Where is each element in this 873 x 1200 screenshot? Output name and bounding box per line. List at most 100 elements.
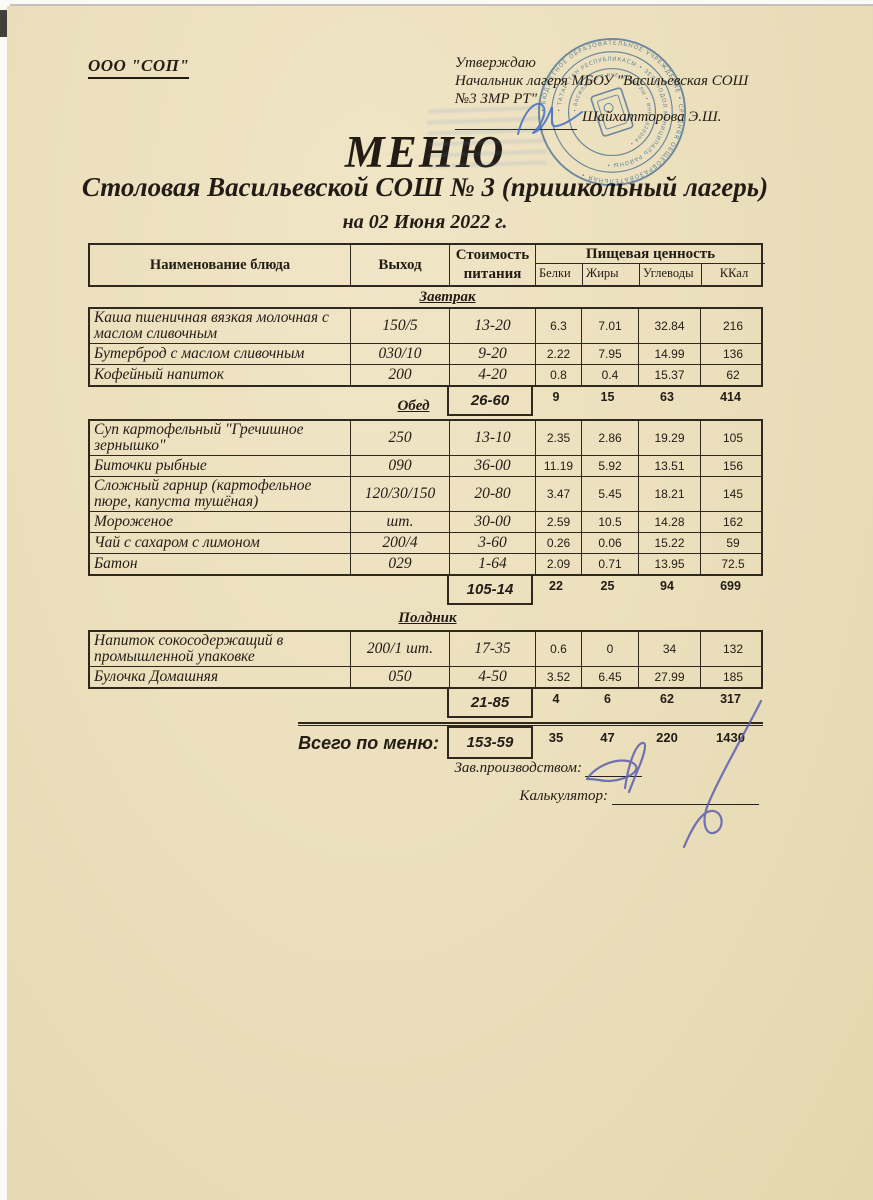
dish-name-cell: Биточки рыбные <box>94 457 207 474</box>
grand-total-kcal: 1430 <box>716 730 745 745</box>
carbs-cell: 14.99 <box>638 344 700 364</box>
dish-name-cell: Булочка Домашняя <box>94 668 219 685</box>
document-title: МЕНЮ <box>344 127 506 177</box>
carbs-cell: 18.21 <box>638 477 700 511</box>
table-row: Сложный гарнир (картофельное пюре, капус… <box>90 476 761 511</box>
kcal-cell: 145 <box>700 477 765 511</box>
director-name: Шайхатторова Э.Ш. <box>582 109 722 125</box>
protein-cell: 3.47 <box>535 477 581 511</box>
subtotal-cost: 105-14 <box>447 576 533 605</box>
protein-cell: 3.52 <box>535 667 581 687</box>
header-protein: Белки <box>539 266 571 280</box>
price-cell: 30-00 <box>449 512 535 532</box>
header-portion: Выход <box>350 245 449 285</box>
section-heading: Полдник <box>398 610 457 626</box>
dish-name-cell: Чай с сахаром с лимоном <box>94 534 260 551</box>
section-subtotal-row: 26-60 9 15 63 414 <box>88 387 763 416</box>
carbs-cell: 13.95 <box>638 554 700 574</box>
table-row: Бутерброд с маслом сливочным 030/10 9-20 2.… <box>90 343 761 364</box>
protein-cell: 2.09 <box>535 554 581 574</box>
manager-pen-signature <box>585 759 638 782</box>
subtotal-carbs: 62 <box>660 692 674 706</box>
scan-corner-mark <box>0 10 7 37</box>
subtotal-fat: 25 <box>600 579 615 593</box>
subtotal-spacer <box>88 689 348 718</box>
table-row: Кофейный напиток 200 4-20 0.8 0.4 15.37 62 <box>90 364 761 385</box>
fat-cell: 7.01 <box>581 309 638 343</box>
portion-cell: 120/30/150 <box>350 477 449 511</box>
approval-line-3: №3 ЗМР РТ" <box>455 91 538 107</box>
protein-cell: 2.22 <box>535 344 581 364</box>
portion-cell: 029 <box>350 554 449 574</box>
subtotal-protein: 22 <box>549 579 563 593</box>
subtotal-kcal: 317 <box>720 692 741 706</box>
grand-total-protein: 35 <box>548 730 564 745</box>
subtotal-spacer <box>88 576 348 605</box>
kcal-cell: 136 <box>700 344 765 364</box>
portion-cell: шт. <box>350 512 449 532</box>
grand-total-fat: 47 <box>600 730 615 745</box>
section-heading: Обед <box>397 398 430 414</box>
subtotal-cost: 21-85 <box>447 689 533 718</box>
kcal-cell: 185 <box>700 667 765 687</box>
fat-cell: 0.06 <box>581 533 638 553</box>
section-table: Напиток сокосодержащий в промышленной уп… <box>88 630 763 689</box>
kcal-cell: 59 <box>700 533 765 553</box>
production-manager-signature-line <box>585 776 642 777</box>
subtotal-spacer <box>348 576 447 605</box>
header-kcal: ККал <box>701 264 766 285</box>
subtotal-protein: 4 <box>552 692 560 706</box>
kcal-cell: 216 <box>700 309 765 343</box>
price-cell: 1-64 <box>449 554 535 574</box>
footer-pen-signatures <box>585 699 763 849</box>
approval-line-1: Утверждаю <box>455 55 536 71</box>
fat-cell: 6.45 <box>581 667 638 687</box>
kcal-cell: 62 <box>700 365 765 385</box>
paper-background <box>7 6 873 1200</box>
fat-cell: 5.92 <box>581 456 638 476</box>
grand-total-carbs: 220 <box>656 730 678 745</box>
kcal-cell: 162 <box>700 512 765 532</box>
protein-cell: 11.19 <box>535 456 581 476</box>
document-date: на 02 Июня 2022 г. <box>342 211 508 233</box>
table-row: Мороженое шт. 30-00 2.59 10.5 14.28 162 <box>90 511 761 532</box>
kcal-cell: 156 <box>700 456 765 476</box>
carbs-cell: 15.37 <box>638 365 700 385</box>
price-cell: 13-20 <box>449 309 535 343</box>
subtotal-carbs: 63 <box>660 390 674 404</box>
calculator-signature-line <box>612 804 759 805</box>
subtotal-carbs: 94 <box>660 579 674 593</box>
header-nutrition-group: Пищевая ценность Белки Жиры Углеводы ККа… <box>535 245 765 285</box>
carbs-cell: 15.22 <box>638 533 700 553</box>
grand-total-double-line <box>298 722 763 726</box>
approval-line-2: Начальник лагеря МБОУ "Васильевская СОШ <box>455 73 749 89</box>
protein-cell: 0.26 <box>535 533 581 553</box>
director-signature-line <box>455 129 577 130</box>
dish-name-cell: Бутерброд с маслом сливочным <box>94 345 305 362</box>
protein-cell: 2.35 <box>535 421 581 455</box>
stamp-emblem-icon <box>590 87 634 137</box>
fat-cell: 0 <box>581 632 638 666</box>
section-table: Каша пшеничная вязкая молочная с маслом … <box>88 307 763 387</box>
menu-sections: Завтрак Каша пшеничная вязкая молочная с … <box>88 289 763 718</box>
portion-cell: 250 <box>350 421 449 455</box>
dish-name-cell: Сложный гарнир (картофельное пюре, капус… <box>94 477 312 510</box>
kcal-cell: 132 <box>700 632 765 666</box>
portion-cell: 150/5 <box>350 309 449 343</box>
section-subtotal-row: 105-14 22 25 94 699 <box>88 576 763 605</box>
carbs-cell: 32.84 <box>638 309 700 343</box>
kcal-cell: 72.5 <box>700 554 765 574</box>
table-row: Напиток сокосодержащий в промышленной уп… <box>90 632 761 666</box>
subtotal-cost: 26-60 <box>447 387 533 416</box>
production-manager-label: Зав.производством: <box>454 760 582 776</box>
carbs-cell: 27.99 <box>638 667 700 687</box>
fat-cell: 0.4 <box>581 365 638 385</box>
table-header-row: Наименование блюда Выход Стоимость питан… <box>88 243 765 287</box>
protein-cell: 0.8 <box>535 365 581 385</box>
dish-name-cell: Напиток сокосодержащий в промышленной уп… <box>94 632 284 665</box>
carbs-cell: 19.29 <box>638 421 700 455</box>
portion-cell: 200/1 шт. <box>350 632 449 666</box>
section-table: Суп картофельный "Гречишное зернышко" 250… <box>88 419 763 576</box>
approval-block: Утверждаю Начальник лагеря МБОУ "Василье… <box>455 54 785 108</box>
